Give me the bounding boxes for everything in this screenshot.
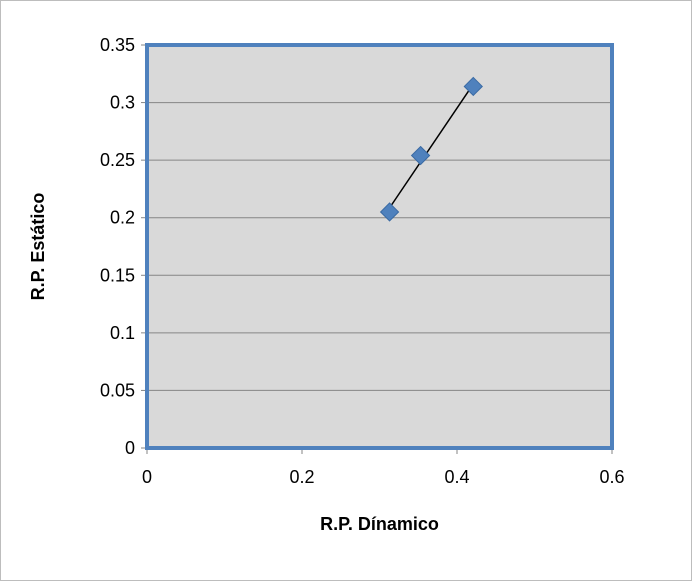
y-tick-label: 0.15: [100, 265, 135, 285]
tick-labels: 0 0.05 0.1 0.15 0.2 0.25 0.3 0.35 0 0.2 0.4 0.6: [100, 35, 625, 487]
x-axis-title: R.P. Dínamico: [320, 514, 439, 534]
y-tick-label: 0.3: [110, 93, 135, 113]
y-axis-title: R.P. Estático: [28, 193, 48, 301]
data-point: [379, 202, 400, 222]
y-tick-label: 0.05: [100, 380, 135, 400]
y-tick-label: 0.35: [100, 35, 135, 55]
y-tick-label: 0: [125, 438, 135, 458]
y-tick-label: 0.25: [100, 150, 135, 170]
data-points: [379, 76, 483, 222]
y-tick-label: 0.1: [110, 323, 135, 343]
x-tick-label: 0.6: [599, 467, 624, 487]
plot-border: [145, 43, 614, 450]
data-point: [410, 145, 431, 166]
trendline: [388, 83, 474, 209]
x-tick-label: 0.4: [444, 467, 469, 487]
y-tick-label: 0.2: [110, 208, 135, 228]
x-tick-label: 0: [142, 467, 152, 487]
x-tick-label: 0.2: [289, 467, 314, 487]
data-point: [463, 76, 483, 97]
plot-area: [147, 45, 612, 448]
gridlines: [141, 44, 613, 454]
